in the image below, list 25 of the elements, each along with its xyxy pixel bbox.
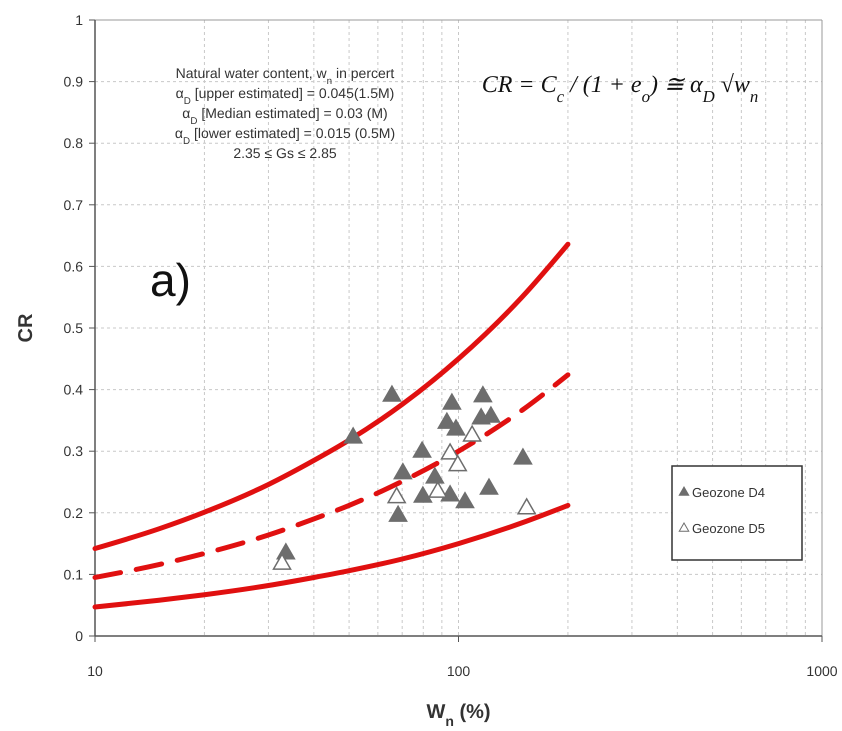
legend-label: Geozone D5 [692,521,765,536]
annotation: α$_{D}$ [Median estimated] = 0.03 (M) [182,105,388,126]
x-axis-title: W$_{n}$ (%) [426,701,491,729]
x-tick-label: 100 [446,663,470,679]
y-tick-label: 0.3 [64,443,84,460]
y-tick-label: 0.7 [64,196,84,213]
legend-label: Geozone D4 [692,485,765,500]
y-tick-label: 0.1 [64,566,84,582]
y-tick-label: 0.5 [64,320,84,336]
annotation: α$_{D}$ [upper estimated] = 0.045(1.5M) [176,85,394,106]
y-tick-label: 0 [75,628,84,644]
annotation: 2.35 ≤ Gs ≤ 2.85 [233,145,337,161]
y-tick-label: 0.2 [64,504,84,521]
x-tick-label: 10 [87,663,103,679]
y-tick-label: 0.6 [64,258,84,274]
y-tick-label: 0.9 [64,74,84,90]
x-tick-label: 1000 [806,663,838,679]
annotation: Natural water content, w$_{n}$ in percert [176,65,394,86]
y-tick-label: 1 [75,12,84,28]
y-axis-title: CR [15,313,37,342]
annotation: a) [150,254,191,306]
y-tick-label: 0.8 [64,135,84,152]
annotation: α$_{D}$ [lower estimated] = 0.015 (0.5M) [174,125,396,146]
annotation: CR = C$_{c}$ / (1 + e$_{o}$) ≅ α$_{D}$ √w$_{n}$ [482,72,758,106]
y-tick-label: 0.4 [64,382,84,398]
